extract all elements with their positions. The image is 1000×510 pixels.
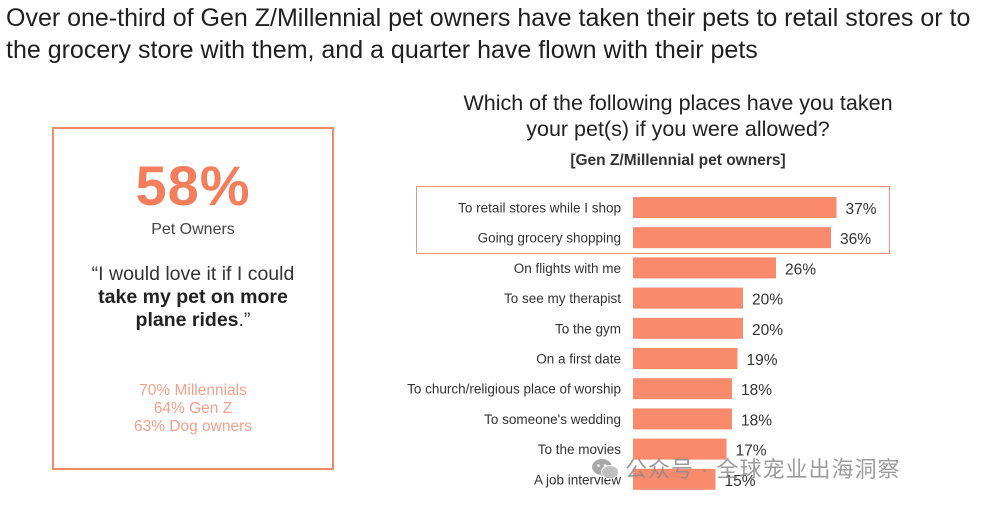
- value-label-2: 26%: [785, 261, 816, 278]
- quote-text: “I would love it if I could: [91, 263, 295, 285]
- bar-0: [633, 197, 837, 218]
- value-label-3: 20%: [752, 292, 783, 309]
- wechat-icon: [592, 459, 619, 479]
- bar-6: [633, 378, 732, 400]
- category-label-6: To church/religious place of worship: [407, 382, 621, 397]
- category-label-7: To someone's wedding: [484, 412, 621, 427]
- category-label-8: To the movies: [538, 442, 622, 457]
- chart-title: Which of the following places have you t…: [463, 91, 893, 141]
- headline: Over one-third of Gen Z/Millennial pet o…: [6, 4, 971, 64]
- quote-end: .”: [238, 309, 251, 331]
- value-label-8: 17%: [736, 443, 767, 460]
- bar-5: [633, 348, 738, 369]
- breakdown-dog-owners: 63% Dog owners: [133, 418, 253, 435]
- value-label-1: 36%: [840, 231, 871, 248]
- bar-9: [633, 468, 716, 490]
- quote: “I would love it if I could take my pet …: [84, 263, 302, 332]
- highlight-box: [416, 186, 890, 254]
- category-label-0: To retail stores while I shop: [458, 201, 621, 216]
- bar-2: [633, 257, 776, 279]
- category-label-5: On a first date: [536, 352, 621, 367]
- breakdown-list: 70% Millennials 64% Gen Z 63% Dog owners: [54, 382, 332, 436]
- stat-big-number: 58%: [135, 154, 251, 217]
- value-label-9: 15%: [725, 473, 756, 490]
- bar-7: [633, 408, 732, 430]
- category-label-9: A job interview: [534, 472, 621, 487]
- stat-panel: 58% Pet Owners “I would love it if I cou…: [52, 127, 334, 470]
- breakdown-millennials: 70% Millennials: [139, 382, 247, 399]
- value-label-4: 20%: [752, 322, 783, 339]
- value-label-7: 18%: [741, 412, 772, 429]
- watermark: 公众号 · 全球宠业出海洞察: [591, 452, 901, 484]
- bar-8: [633, 438, 727, 460]
- category-label-2: On flights with me: [514, 261, 621, 276]
- watermark-text: 公众号 · 全球宠业出海洞察: [625, 457, 901, 482]
- category-label-3: To see my therapist: [504, 291, 621, 306]
- value-label-5: 19%: [747, 352, 778, 369]
- category-label-1: Going grocery shopping: [478, 231, 621, 246]
- bar-4: [633, 317, 743, 339]
- quote-emphasis: take my pet on more plane rides: [98, 286, 288, 331]
- value-label-6: 18%: [741, 382, 772, 399]
- value-label-0: 37%: [846, 201, 877, 218]
- bar-1: [633, 227, 831, 249]
- category-label-4: To the gym: [555, 321, 621, 336]
- breakdown-genz: 64% Gen Z: [153, 400, 233, 417]
- chart-subtitle: [Gen Z/Millennial pet owners]: [570, 152, 786, 169]
- bar-3: [633, 287, 743, 309]
- stat-label: Pet Owners: [151, 221, 235, 238]
